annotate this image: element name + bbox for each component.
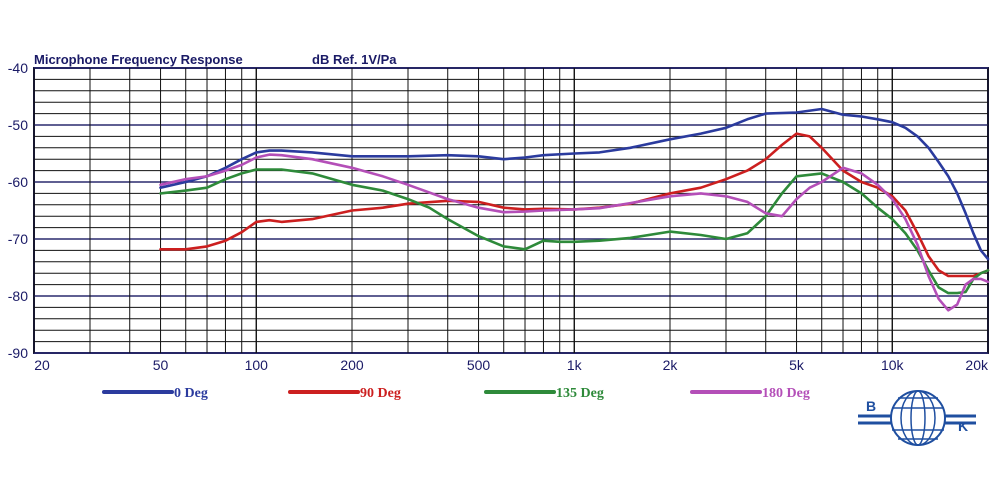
series-line-180-deg [159,153,990,312]
chart-subtitle: dB Ref. 1V/Pa [312,52,397,67]
y-tick-label: -90 [8,345,28,361]
y-tick-label: -60 [8,174,28,190]
x-tick-label: 10k [881,357,905,373]
x-tick-label: 5k [789,357,805,373]
x-tick-label: 50 [153,357,169,373]
plot-frame [33,67,989,354]
globe-icon [890,390,946,446]
y-tick-label: -80 [8,288,28,304]
series-line-90-deg [159,132,990,278]
x-tick-label: 100 [245,357,269,373]
y-tick-label: -40 [8,60,28,76]
series-lines [159,107,990,312]
x-axis-ticks: 20 50 100 200 500 1k 2k 5k 10k 20k [34,357,989,373]
logo-letter-k: K [958,418,968,434]
y-tick-label: -50 [8,117,28,133]
x-tick-label: 500 [467,357,491,373]
bk-logo: B K [858,390,976,446]
series-line-0-deg [159,107,990,261]
legend-label: 135 Deg [556,386,604,401]
x-tick-label: 20 [34,357,50,373]
legend-label: 180 Deg [762,386,810,401]
x-tick-label: 2k [663,357,679,373]
y-axis-ticks: -40 -50 -60 -70 -80 -90 [8,60,28,361]
legend-label: 90 Deg [360,386,401,401]
globe-meridian-inner [910,390,926,446]
y-tick-label: -70 [8,231,28,247]
legend: 0 Deg 90 Deg 135 Deg 180 Deg [102,386,810,401]
chart-title: Microphone Frequency Response [34,52,243,67]
grid [33,67,989,354]
logo-letter-b: B [866,398,876,414]
x-tick-label: 1k [567,357,583,373]
legend-label: 0 Deg [174,386,208,401]
x-tick-label: 200 [340,357,364,373]
x-tick-label: 20k [965,357,989,373]
